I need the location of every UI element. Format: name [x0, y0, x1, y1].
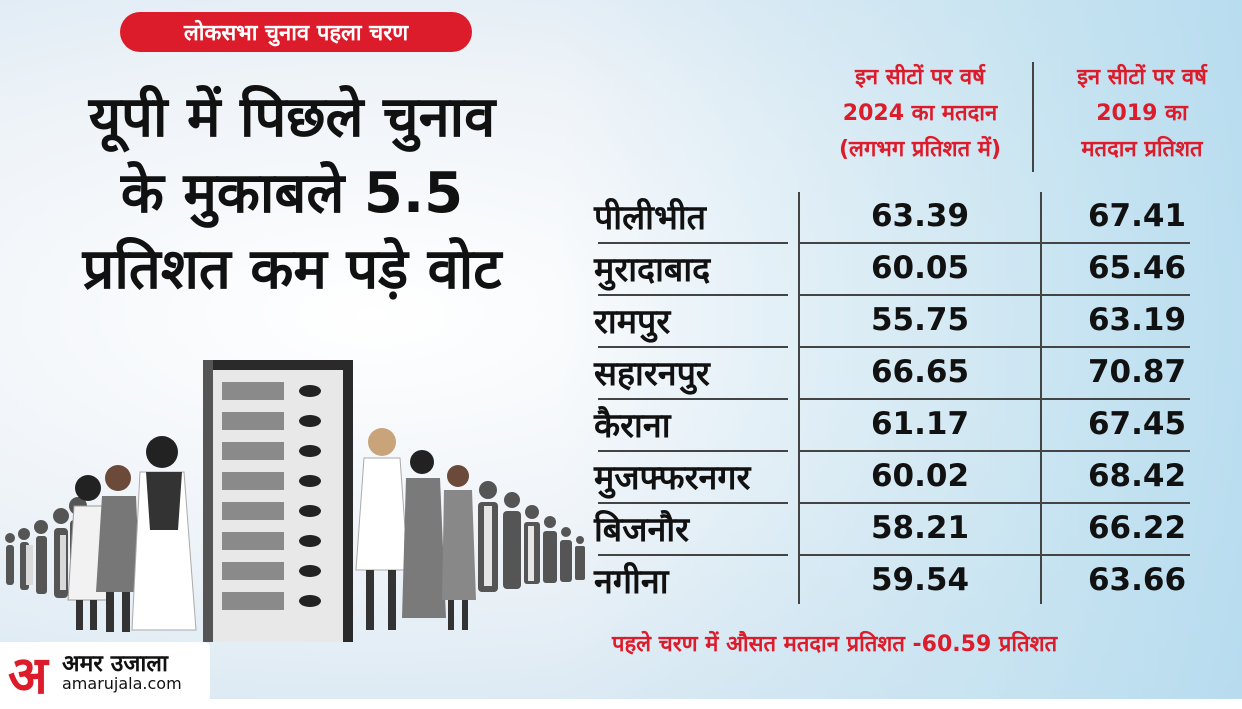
- section-tag: लोकसभा चुनाव पहला चरण: [120, 12, 472, 52]
- header-divider: [1032, 62, 1034, 172]
- headline-line-1: यूपी में पिछले चुनाव: [88, 85, 496, 150]
- row-separator: [598, 398, 788, 400]
- turnout-2024-value: 55.75: [870, 302, 970, 338]
- row-separator: [800, 346, 1190, 348]
- row-separator: [800, 554, 1190, 556]
- column-header-2019-line-2: 2019 का: [1096, 101, 1188, 126]
- row-separator: [800, 502, 1190, 504]
- column-header-2024: इन सीटों पर वर्ष 2024 का मतदान (लगभग प्र…: [800, 60, 1040, 168]
- turnout-2024-value: 58.21: [870, 510, 970, 546]
- constituency-name: मुजफ्फरनगर: [594, 458, 751, 498]
- constituency-name: पीलीभीत: [594, 198, 707, 238]
- row-separator: [800, 242, 1190, 244]
- headline: यूपी में पिछले चुनाव के मुकाबले 5.5 प्रत…: [12, 80, 572, 308]
- row-separator: [598, 242, 788, 244]
- column-header-2024-line-2: 2024 का मतदान: [842, 101, 998, 126]
- turnout-2024-value: 63.39: [870, 198, 970, 234]
- headline-line-3: प्रतिशत कम पड़े वोट: [82, 237, 502, 302]
- turnout-2019-value: 67.41: [1087, 198, 1187, 234]
- constituency-name: सहारनपुर: [594, 354, 710, 394]
- turnout-2024-value: 60.05: [870, 250, 970, 286]
- constituency-name: बिजनौर: [594, 510, 690, 550]
- constituency-name: नगीना: [594, 562, 669, 602]
- constituency-name: मुरादाबाद: [594, 250, 711, 290]
- row-separator: [598, 502, 788, 504]
- constituency-name: कैराना: [594, 406, 671, 446]
- row-separator: [800, 398, 1190, 400]
- turnout-2019-value: 68.42: [1087, 458, 1187, 494]
- turnout-2024-value: 60.02: [870, 458, 970, 494]
- table-divider-1: [798, 192, 800, 604]
- constituency-name: रामपुर: [594, 302, 671, 342]
- column-header-2024-line-1: इन सीटों पर वर्ष: [855, 65, 985, 90]
- logo-name: अमर उजाला: [62, 651, 168, 677]
- column-header-2019: इन सीटों पर वर्ष 2019 का मतदान प्रतिशत: [1042, 60, 1242, 168]
- row-separator: [598, 294, 788, 296]
- column-header-2019-line-1: इन सीटों पर वर्ष: [1077, 65, 1207, 90]
- turnout-2019-value: 65.46: [1087, 250, 1187, 286]
- row-separator: [598, 346, 788, 348]
- turnout-2024-value: 59.54: [870, 562, 970, 598]
- turnout-2024-value: 66.65: [870, 354, 970, 390]
- row-separator: [598, 450, 788, 452]
- headline-line-2: के मुकाबले 5.5: [120, 161, 464, 226]
- row-separator: [800, 450, 1190, 452]
- voting-machine-illustration: [5, 360, 585, 642]
- column-header-2019-line-3: मतदान प्रतिशत: [1081, 137, 1203, 162]
- average-turnout-note: पहले चरण में औसत मतदान प्रतिशत -60.59 प्…: [612, 632, 1058, 657]
- turnout-2019-value: 63.66: [1087, 562, 1187, 598]
- turnout-2024-value: 61.17: [870, 406, 970, 442]
- turnout-2019-value: 70.87: [1087, 354, 1187, 390]
- turnout-2019-value: 67.45: [1087, 406, 1187, 442]
- row-separator: [800, 294, 1190, 296]
- turnout-2019-value: 63.19: [1087, 302, 1187, 338]
- logo: अ अमर उजाला amarujala.com: [0, 642, 210, 706]
- column-header-2024-line-3: (लगभग प्रतिशत में): [839, 137, 1001, 162]
- turnout-2019-value: 66.22: [1087, 510, 1187, 546]
- logo-url: amarujala.com: [62, 674, 182, 693]
- row-separator: [598, 554, 788, 556]
- logo-mark: अ: [8, 646, 48, 706]
- background-tint: [560, 0, 1242, 699]
